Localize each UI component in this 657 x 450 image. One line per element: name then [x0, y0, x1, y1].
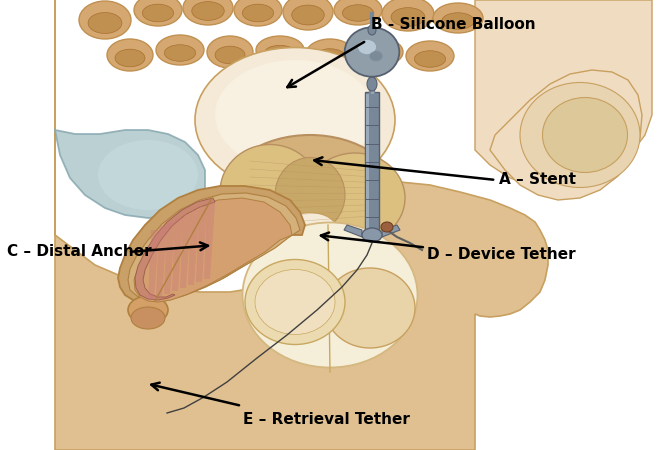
- Ellipse shape: [292, 5, 325, 25]
- Polygon shape: [55, 0, 548, 450]
- Ellipse shape: [245, 260, 345, 345]
- Ellipse shape: [234, 0, 282, 26]
- Ellipse shape: [215, 46, 245, 64]
- Polygon shape: [365, 92, 379, 232]
- Polygon shape: [344, 225, 362, 237]
- Ellipse shape: [365, 47, 395, 63]
- Ellipse shape: [134, 0, 182, 26]
- Polygon shape: [164, 222, 175, 294]
- Ellipse shape: [220, 144, 320, 239]
- Ellipse shape: [242, 4, 273, 22]
- Polygon shape: [475, 0, 652, 188]
- Polygon shape: [180, 214, 191, 288]
- Text: C – Distal Anchor: C – Distal Anchor: [7, 244, 151, 260]
- Ellipse shape: [415, 51, 445, 67]
- Polygon shape: [118, 186, 305, 302]
- Ellipse shape: [315, 49, 346, 65]
- Ellipse shape: [183, 0, 233, 25]
- Polygon shape: [366, 94, 369, 230]
- Ellipse shape: [131, 307, 165, 329]
- Ellipse shape: [223, 135, 397, 255]
- Ellipse shape: [406, 41, 454, 71]
- Polygon shape: [188, 210, 199, 285]
- Ellipse shape: [264, 45, 296, 61]
- Polygon shape: [148, 230, 159, 300]
- Ellipse shape: [382, 0, 434, 31]
- Ellipse shape: [98, 140, 198, 210]
- Polygon shape: [55, 130, 205, 218]
- Ellipse shape: [255, 270, 335, 334]
- Ellipse shape: [256, 36, 304, 64]
- Polygon shape: [128, 193, 300, 301]
- Ellipse shape: [283, 212, 338, 248]
- Ellipse shape: [242, 222, 417, 368]
- Ellipse shape: [192, 2, 224, 20]
- Ellipse shape: [381, 222, 393, 232]
- Ellipse shape: [342, 5, 374, 21]
- Text: B - Silicone Balloon: B - Silicone Balloon: [371, 17, 536, 32]
- Ellipse shape: [275, 158, 345, 233]
- Ellipse shape: [345, 27, 399, 76]
- Ellipse shape: [215, 60, 375, 170]
- Text: A – Stent: A – Stent: [499, 172, 576, 188]
- Ellipse shape: [357, 38, 403, 66]
- Polygon shape: [490, 70, 642, 200]
- Ellipse shape: [543, 98, 627, 172]
- Ellipse shape: [79, 1, 131, 39]
- Ellipse shape: [369, 51, 382, 61]
- Polygon shape: [172, 218, 183, 291]
- Ellipse shape: [520, 82, 640, 188]
- Ellipse shape: [164, 45, 196, 61]
- Ellipse shape: [88, 13, 122, 33]
- Ellipse shape: [128, 296, 168, 324]
- Ellipse shape: [306, 39, 354, 69]
- Polygon shape: [382, 225, 400, 237]
- Ellipse shape: [195, 48, 395, 193]
- Ellipse shape: [368, 25, 376, 35]
- Ellipse shape: [107, 39, 153, 71]
- Ellipse shape: [391, 8, 425, 27]
- Ellipse shape: [325, 268, 415, 348]
- Ellipse shape: [115, 49, 145, 67]
- Ellipse shape: [442, 13, 474, 29]
- Text: D – Device Tether: D – Device Tether: [427, 247, 576, 262]
- Ellipse shape: [334, 0, 382, 25]
- Polygon shape: [204, 202, 215, 279]
- Text: E – Retrieval Tether: E – Retrieval Tether: [243, 412, 410, 427]
- Ellipse shape: [283, 0, 333, 30]
- Polygon shape: [156, 226, 167, 297]
- Ellipse shape: [143, 4, 173, 22]
- Polygon shape: [134, 198, 292, 302]
- Ellipse shape: [362, 228, 382, 242]
- Ellipse shape: [358, 40, 376, 54]
- Ellipse shape: [433, 3, 483, 33]
- Polygon shape: [196, 206, 207, 282]
- Ellipse shape: [207, 36, 253, 68]
- Ellipse shape: [367, 77, 377, 91]
- Ellipse shape: [156, 35, 204, 65]
- Ellipse shape: [305, 153, 405, 243]
- Polygon shape: [135, 198, 215, 300]
